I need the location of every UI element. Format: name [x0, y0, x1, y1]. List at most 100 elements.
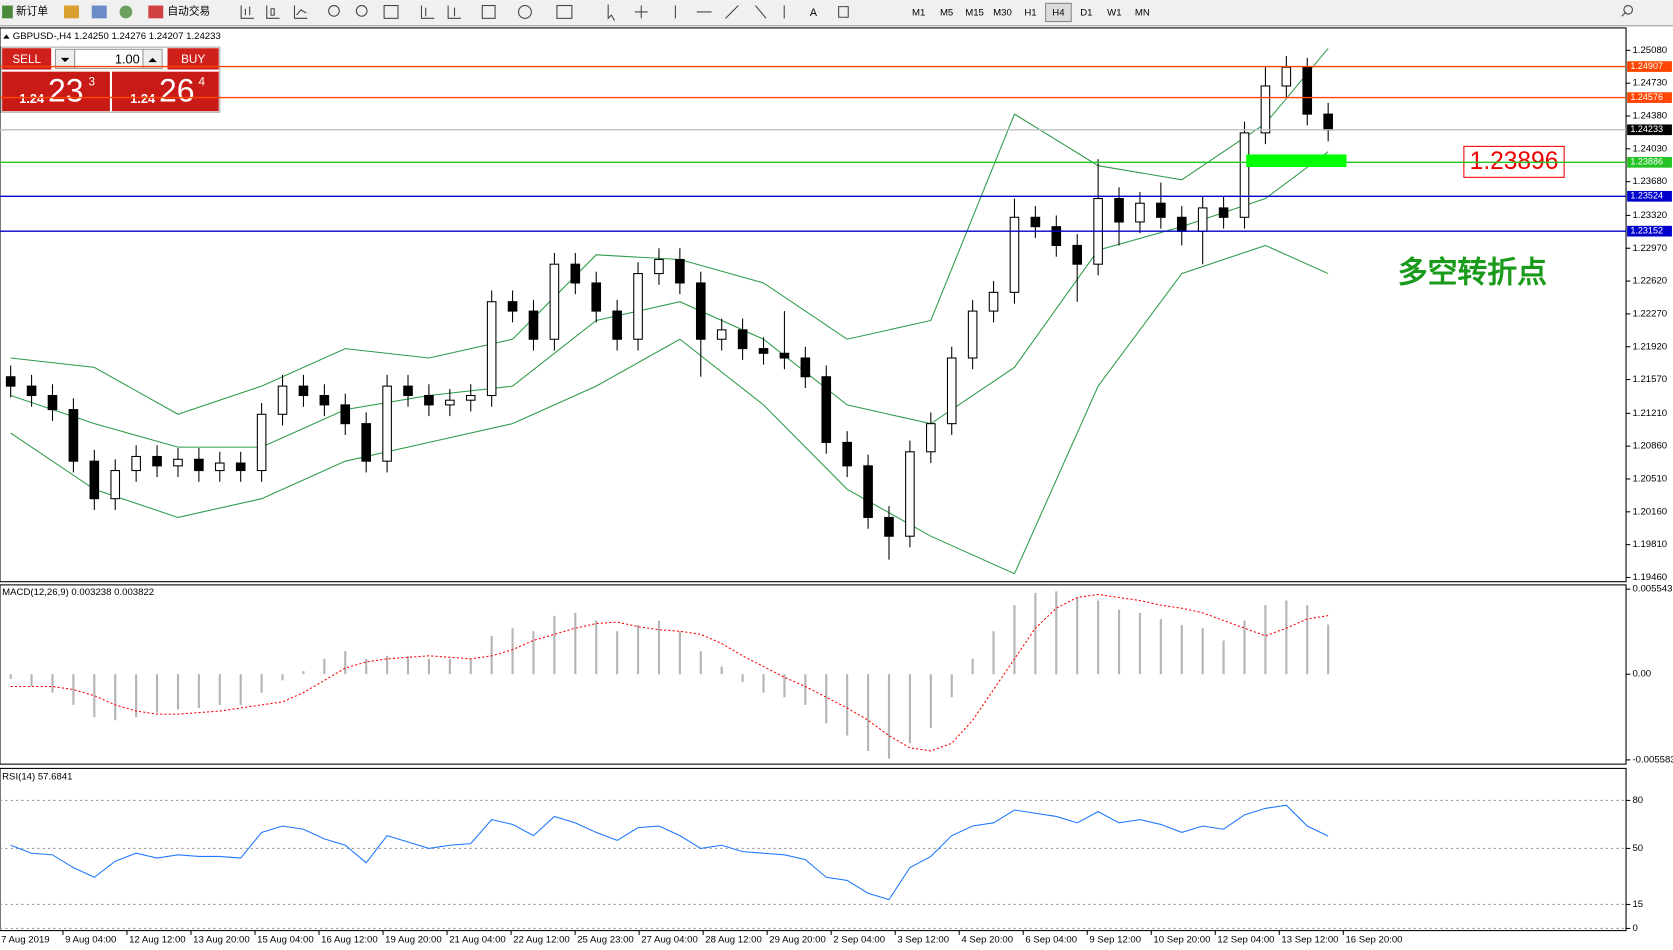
timeframe[interactable]: MN: [1135, 8, 1150, 19]
candle-body: [1302, 66, 1313, 115]
x-tick-label: 21 Aug 04:00: [449, 935, 506, 946]
candle-body: [591, 282, 602, 312]
candle-body: [1218, 207, 1229, 218]
x-tick-label: 16 Sep 20:00: [1345, 935, 1402, 946]
timeframe[interactable]: M1: [912, 8, 925, 19]
sell-price-box[interactable]: [2, 71, 110, 112]
tool-icon[interactable]: [634, 5, 648, 19]
tool-icon[interactable]: [607, 4, 616, 21]
sell-label[interactable]: SELL: [12, 53, 41, 66]
timeframe[interactable]: D1: [1080, 8, 1092, 19]
macd-panel: [0, 584, 1627, 765]
zone: [1246, 154, 1347, 168]
tool-icon[interactable]: [240, 5, 254, 19]
text-tool[interactable]: A: [810, 7, 818, 19]
x-tick-label: 6 Sep 04:00: [1025, 935, 1077, 946]
candle-body: [486, 301, 497, 397]
collapse-icon[interactable]: [3, 34, 10, 39]
candle-body: [173, 458, 183, 467]
x-tick-label: 28 Aug 12:00: [705, 935, 762, 946]
timeframe[interactable]: M15: [965, 8, 984, 19]
sell-price-big: 1.24: [19, 91, 45, 106]
y-tick-label: 1.22620: [1632, 276, 1667, 287]
rsi-header: RSI(14) 57.6841: [2, 771, 72, 782]
candle-body: [758, 348, 769, 354]
tool-icon[interactable]: [119, 5, 133, 19]
main-panel: [0, 27, 1627, 583]
candle-body: [779, 352, 790, 359]
tool-icon[interactable]: [447, 5, 461, 19]
y-tick-label: -0.005583: [1632, 754, 1673, 765]
tool-icon[interactable]: [556, 5, 573, 19]
tool-icon[interactable]: [355, 5, 368, 17]
candle-body: [1239, 132, 1250, 218]
new-order-icon[interactable]: [2, 5, 13, 19]
candle-body: [110, 470, 121, 500]
y-tick-label: 0.00: [1632, 669, 1651, 680]
price-level-label: 1.24907: [1630, 61, 1663, 71]
y-tick-label: 1.21920: [1632, 341, 1667, 352]
price-level-tag: [1627, 61, 1672, 72]
timeframe[interactable]: M30: [993, 8, 1012, 19]
y-tick-label: 1.19810: [1632, 539, 1667, 550]
x-tick-label: 7 Aug 2019: [1, 935, 50, 946]
timeframes: M1 M5 M15 M30 H1 H4 D1 W1 MN: [912, 2, 1150, 23]
candle-body: [821, 376, 832, 443]
x-tick-label: 13 Aug 20:00: [193, 935, 250, 946]
search-icon[interactable]: [1623, 5, 1633, 15]
candle-body: [507, 301, 518, 312]
y-tick-label: 1.21570: [1632, 374, 1667, 385]
buy-price-box[interactable]: [112, 71, 219, 112]
annotation-price: 1.23896: [1470, 148, 1559, 175]
candle-body: [89, 460, 100, 500]
tool-icon[interactable]: [383, 5, 399, 19]
tool-icon[interactable]: [674, 5, 849, 19]
sell-button[interactable]: [2, 48, 52, 70]
candle-body: [194, 458, 204, 472]
tool-icon[interactable]: [481, 5, 496, 19]
tool-icon[interactable]: [420, 5, 435, 19]
x-tick-label: 10 Sep 20:00: [1153, 935, 1210, 946]
new-order[interactable]: 新订单: [16, 5, 48, 18]
x-tick-label: 4 Sep 20:00: [961, 935, 1013, 946]
timeframe[interactable]: H1: [1024, 8, 1036, 19]
auto-trade-icon[interactable]: [148, 5, 164, 19]
candle-body: [68, 409, 79, 462]
y-tick-label: 1.20860: [1632, 441, 1667, 452]
candle-body: [319, 394, 330, 406]
candle-body: [1030, 216, 1041, 228]
candle-body: [1114, 198, 1124, 223]
candle-body: [235, 462, 246, 472]
buy-label[interactable]: BUY: [181, 53, 205, 66]
candle-body: [298, 385, 309, 397]
candle-body: [967, 310, 978, 359]
timeframe[interactable]: M5: [940, 8, 953, 19]
y-tick-label: 1.22270: [1632, 308, 1667, 319]
auto-trade[interactable]: 自动交易: [168, 5, 211, 18]
price-level-tag: [1627, 190, 1672, 202]
candle-body: [465, 394, 476, 401]
candle-body: [737, 329, 748, 350]
candle-body: [5, 376, 16, 387]
tool-icon[interactable]: [293, 5, 308, 19]
y-tick-label: 0.005543: [1632, 584, 1672, 595]
active-timeframe: [1045, 2, 1072, 23]
candle-body: [612, 310, 622, 340]
timeframe[interactable]: H4: [1052, 8, 1065, 19]
lot-value[interactable]: 1.00: [115, 51, 140, 66]
buy-button[interactable]: [167, 48, 219, 70]
y-tick-label: 1.24730: [1632, 78, 1667, 89]
candle-body: [131, 455, 141, 472]
tool-icon[interactable]: [328, 5, 340, 17]
candle-body: [47, 394, 58, 411]
tool-icon[interactable]: [518, 5, 532, 19]
tool-icon[interactable]: [266, 5, 280, 19]
tool-icon[interactable]: [91, 5, 107, 19]
y-tick-label: 1.23320: [1632, 210, 1667, 221]
timeframe[interactable]: W1: [1107, 8, 1121, 19]
candle-body: [528, 310, 539, 340]
tool-icon[interactable]: [64, 5, 79, 19]
price-level-tag: [1627, 124, 1672, 136]
sell-price-point: 3: [89, 75, 96, 88]
